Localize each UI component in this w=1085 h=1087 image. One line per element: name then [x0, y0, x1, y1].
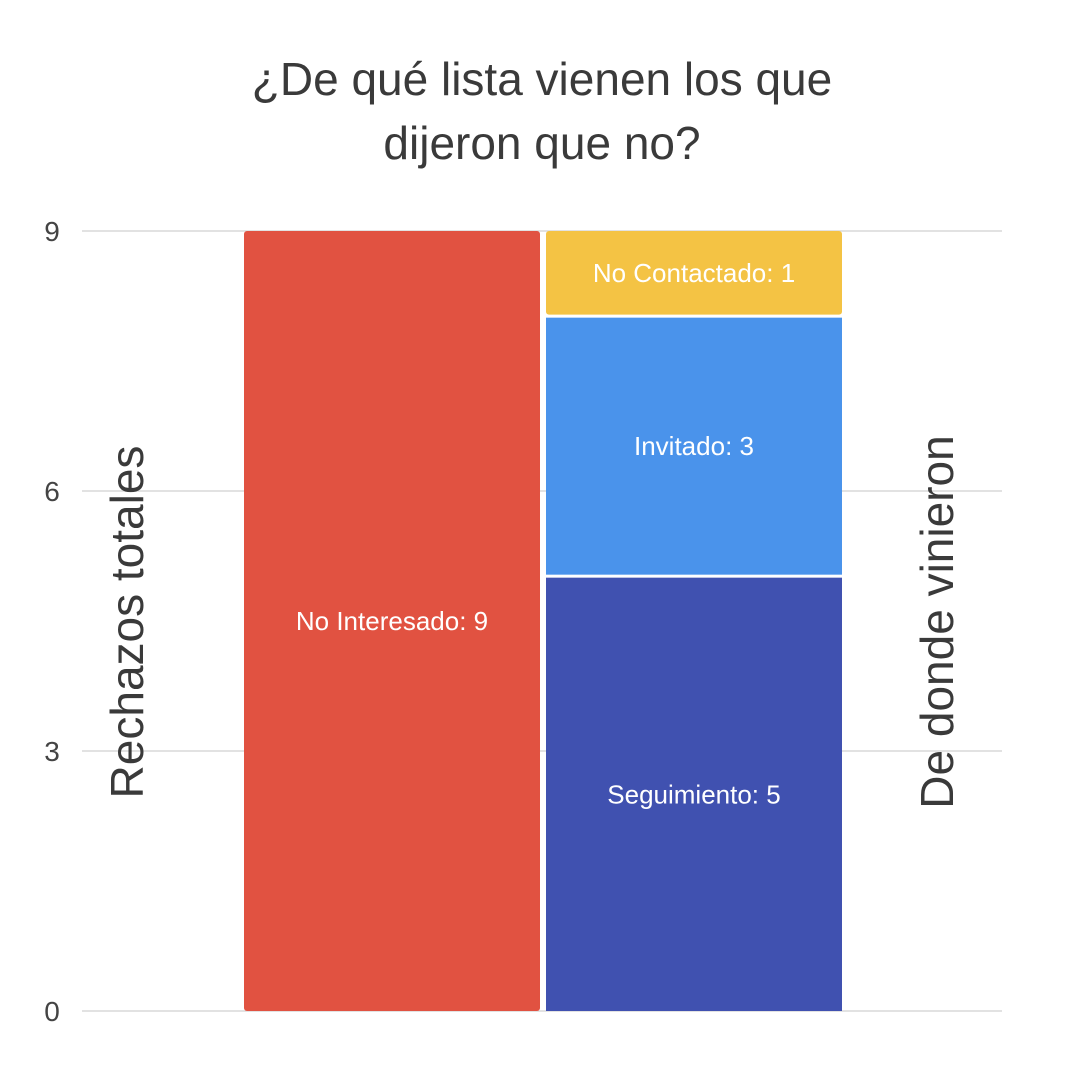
bar-segment — [546, 317, 842, 575]
chart-title: ¿De qué lista vienen los que dijeron que… — [252, 53, 832, 169]
bar-segment — [546, 231, 842, 315]
chart-title-line-2: dijeron que no? — [383, 117, 700, 169]
bar-data-label: No Interesado: 9 — [296, 606, 488, 636]
y-axis-title-left: Rechazos totales — [101, 446, 153, 799]
chart-title-line-1: ¿De qué lista vienen los que — [252, 53, 832, 105]
y-tick-label: 6 — [44, 476, 60, 507]
bar-segment — [546, 577, 842, 1011]
bars: No Interesado: 9 Seguimiento: 5 Invitado: … — [244, 231, 842, 1011]
bar-data-label: No Contactado: 1 — [593, 258, 795, 288]
y-tick-label: 3 — [44, 736, 60, 767]
bar-data-label: Seguimiento: 5 — [607, 779, 780, 809]
y-axis-title-right: De donde vinieron — [911, 435, 963, 808]
y-tick-labels: 0 3 6 9 — [44, 216, 60, 1027]
bar-segment — [244, 231, 540, 1011]
grid — [82, 230, 1002, 1012]
y-tick-label: 9 — [44, 216, 60, 247]
bar-data-label: Invitado: 3 — [634, 431, 754, 461]
y-tick-label: 0 — [44, 996, 60, 1027]
